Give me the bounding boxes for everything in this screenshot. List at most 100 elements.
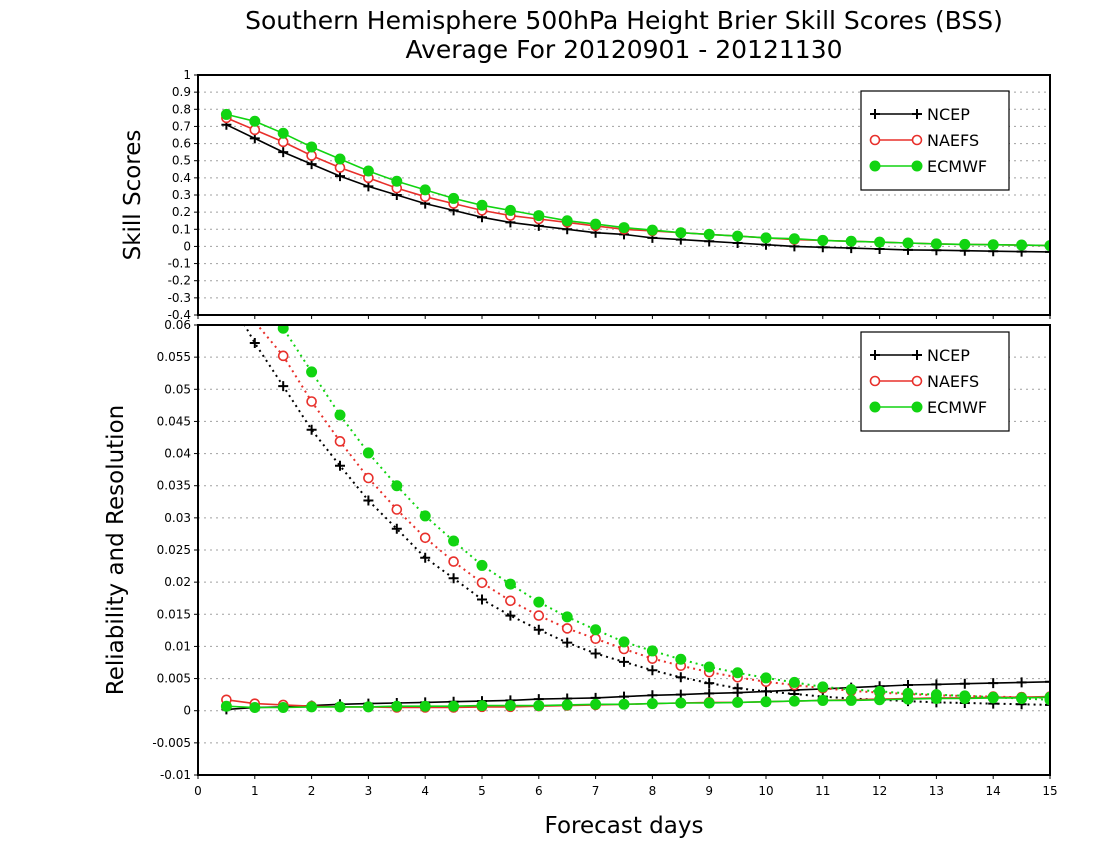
- legend-ncep-marker: [912, 109, 922, 119]
- relres-ecmwf-point: [788, 695, 800, 707]
- relres-ecmwf-point: [618, 698, 630, 710]
- relres-naefs-point: [590, 633, 601, 645]
- relres-ncep-point: [306, 424, 317, 435]
- skill-ncep-point: [278, 147, 289, 158]
- relres-ecmwf-point: [845, 684, 857, 695]
- skill-ecmwf-point: [306, 141, 318, 153]
- relres-ecmwf-point: [646, 645, 658, 657]
- skill-y-tick-label: -0.4: [168, 308, 191, 322]
- relres-ecmwf-point: [817, 681, 829, 693]
- legend-ncep-marker: [870, 109, 880, 119]
- skill-series-group: [220, 108, 1050, 257]
- relres-ncep-point: [249, 338, 260, 348]
- legend-ecmwf-marker: [869, 160, 881, 172]
- legend-ecmwf-label: ECMWF: [927, 157, 987, 176]
- relres-ecmwf-point: [590, 698, 602, 710]
- skill-y-axis-label: Skill Scores: [120, 130, 146, 261]
- skill-ecmwf-point: [362, 165, 374, 177]
- skill-plot-frame: [197, 74, 1051, 316]
- skill-ecmwf-point: [675, 227, 687, 239]
- skill-ecmwf-point: [845, 235, 857, 247]
- relres-y-tick-label: 0.035: [157, 479, 191, 493]
- skill-y-tick-label: 0.7: [172, 119, 191, 133]
- relres-ecmwf-point: [334, 701, 346, 713]
- skill-y-tick-label: 0.4: [172, 171, 191, 185]
- skill-ecmwf-point: [788, 233, 800, 245]
- legend-naefs-marker: [869, 134, 881, 146]
- skill-y-tick-label: 0.6: [172, 137, 191, 151]
- skill-ecmwf-point: [874, 236, 886, 248]
- relres-ecmwf-point: [448, 700, 460, 712]
- relres-x-tick-label: 6: [535, 784, 543, 798]
- relres-ecmwf-point: [306, 366, 318, 378]
- relres-ecmwf-point: [362, 447, 374, 459]
- relres-ecmwf-point: [732, 696, 744, 708]
- relres-naefs-point: [505, 595, 516, 607]
- relres-ecmwf-point: [448, 535, 460, 547]
- relres-ncep-point: [647, 665, 658, 676]
- skill-ecmwf-point: [618, 222, 630, 234]
- relres-x-tick-label: 10: [758, 784, 773, 798]
- relres-ecmwf-point: [675, 653, 687, 665]
- relres-ecmwf-point: [930, 689, 942, 701]
- relres-ecmwf-point: [788, 676, 800, 688]
- skill-ecmwf-point: [249, 115, 261, 127]
- skill-ecmwf-point: [277, 127, 289, 139]
- relres-ncep-point: [363, 495, 374, 506]
- relres-y-tick-label: 0.03: [164, 511, 191, 525]
- relres-ncep-point: [477, 594, 487, 605]
- relres-ncep-point: [1045, 699, 1050, 710]
- relres-y-tick-label: 0.01: [164, 639, 191, 653]
- relres-ecmwf-point: [277, 702, 289, 713]
- relres-ecmwf-point: [306, 701, 318, 713]
- relres-ncep-point: [562, 637, 573, 648]
- relres-ncep-point: [505, 610, 516, 621]
- relres-ecmwf-point: [987, 691, 999, 703]
- relres-ecmwf-point: [533, 596, 545, 608]
- relres-ecmwf-point: [902, 687, 914, 699]
- skill-ecmwf-point: [987, 239, 999, 251]
- skill-ecmwf-point: [448, 192, 460, 204]
- skill-ecmwf-point: [391, 175, 403, 187]
- relres-ecmwf-point: [391, 480, 403, 492]
- relres-ecmwf-point: [533, 700, 545, 712]
- relres-ncep-point: [391, 523, 402, 534]
- legend-ecmwf-marker: [911, 160, 923, 172]
- relres-naefs-point: [561, 623, 573, 634]
- relres-ecmwf-point: [419, 700, 431, 712]
- legend-ncep-label: NCEP: [927, 346, 970, 365]
- relres-ncep-point: [704, 688, 715, 699]
- skill-ecmwf-point: [646, 224, 658, 236]
- skill-ecmwf-point: [561, 215, 573, 227]
- x-axis-label: Forecast days: [545, 813, 704, 839]
- skill-y-tick-label: 0.1: [172, 222, 191, 236]
- legend-ecmwf-marker: [911, 401, 923, 413]
- relres-x-tick-label: 8: [649, 784, 657, 798]
- relres-x-tick-label: 15: [1042, 784, 1057, 798]
- relres-y-tick-label: 0.005: [157, 672, 191, 686]
- skill-ecmwf-point: [476, 199, 488, 211]
- legend-ncep-marker: [870, 350, 880, 360]
- relres-ecmwf-point: [362, 701, 374, 713]
- relres-naefs-point: [476, 577, 488, 589]
- relres-plot-frame: [197, 324, 1051, 776]
- legend-naefs-label: NAEFS: [927, 131, 979, 150]
- relres-ncep-point: [675, 672, 686, 683]
- relres-x-tick-label: 11: [815, 784, 830, 798]
- legend-naefs-marker: [911, 375, 923, 387]
- relres-y-tick-label: 0.06: [164, 318, 191, 332]
- relres-ecmwf-point: [220, 700, 232, 712]
- relres-x-tick-label: 0: [194, 784, 202, 798]
- relres-naefs-point: [306, 396, 317, 407]
- relres-ecmwf-point: [703, 697, 715, 709]
- skill-ecmwf-point: [533, 210, 545, 222]
- relres-y-tick-label: 0.05: [164, 382, 191, 396]
- chart-title-line2: Average For 20120901 - 20121130: [405, 35, 842, 64]
- skill-y-tick-label: 0: [183, 239, 191, 253]
- relres-ecmwf-point: [1044, 694, 1050, 706]
- skill-ecmwf-point: [419, 184, 431, 196]
- skill-ecmwf-point: [703, 228, 715, 240]
- legend-ecmwf-label: ECMWF: [927, 398, 987, 417]
- skill-y-tick-label: -0.1: [168, 257, 191, 271]
- skill-ecmwf-point: [220, 108, 232, 120]
